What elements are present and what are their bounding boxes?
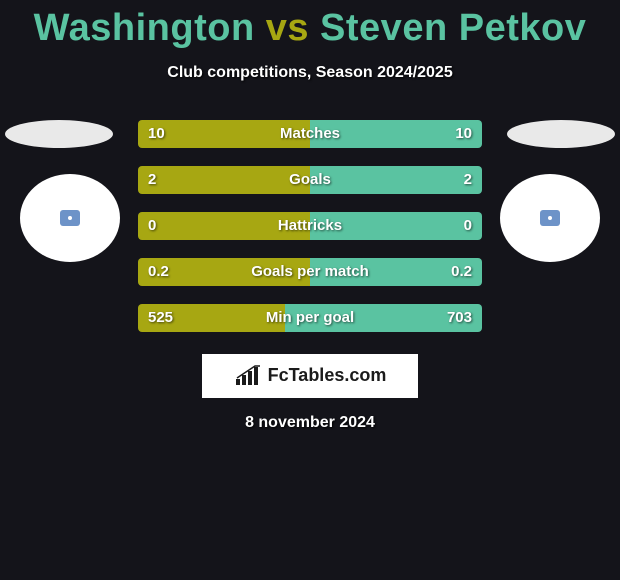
stat-row: 1010Matches [138, 120, 482, 148]
stat-value-right: 2 [464, 166, 472, 194]
stat-value-right: 0 [464, 212, 472, 240]
player-right-ellipse [507, 120, 615, 148]
player-left-avatar [20, 174, 120, 262]
comparison-title: Washington vs Steven Petkov [0, 0, 620, 50]
stat-value-left: 525 [148, 304, 173, 332]
stats-rows: 1010Matches22Goals00Hattricks0.20.2Goals… [138, 120, 482, 332]
avatar-placeholder-icon [540, 210, 560, 226]
brand-text: FcTables.com [268, 365, 387, 386]
player-right-avatar [500, 174, 600, 262]
brand-badge: FcTables.com [202, 354, 418, 398]
stat-row: 22Goals [138, 166, 482, 194]
stat-row: 0.20.2Goals per match [138, 258, 482, 286]
stat-row: 525703Min per goal [138, 304, 482, 332]
subtitle: Club competitions, Season 2024/2025 [0, 64, 620, 82]
brand-bar-chart-icon [234, 365, 262, 387]
stat-bar-left [138, 166, 310, 194]
stat-bar-right [310, 166, 482, 194]
player-left-ellipse [5, 120, 113, 148]
stat-value-left: 0 [148, 212, 156, 240]
stat-row: 00Hattricks [138, 212, 482, 240]
stat-bar-left [138, 212, 310, 240]
stat-value-right: 10 [455, 120, 472, 148]
stat-value-right: 703 [447, 304, 472, 332]
comparison-content: 1010Matches22Goals00Hattricks0.20.2Goals… [0, 120, 620, 432]
stat-value-left: 10 [148, 120, 165, 148]
date-label: 8 november 2024 [0, 414, 620, 432]
stat-value-left: 0.2 [148, 258, 169, 286]
stat-bar-right [310, 212, 482, 240]
stat-value-left: 2 [148, 166, 156, 194]
stat-value-right: 0.2 [451, 258, 472, 286]
avatar-placeholder-icon [60, 210, 80, 226]
